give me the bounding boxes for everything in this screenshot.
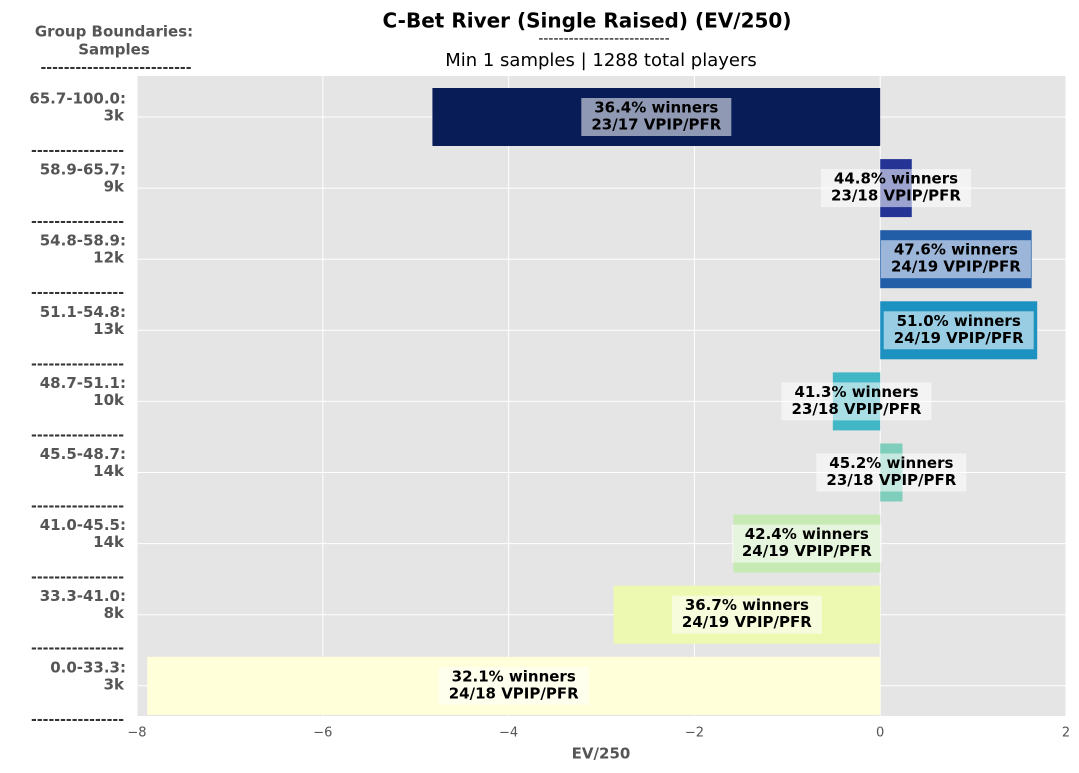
label-box	[438, 666, 589, 705]
y-tick-label: 33.3-41.0:	[40, 587, 126, 605]
x-tick-label: 2	[1062, 726, 1070, 741]
y-tick-label: 3k	[104, 107, 125, 125]
label-box	[820, 169, 971, 208]
data-label: 51.0% winners	[897, 312, 1021, 330]
y-header: Samples	[78, 41, 150, 59]
y-tick-label: 14k	[93, 533, 125, 551]
label-box	[581, 98, 732, 136]
y-tick-label: 10k	[93, 391, 125, 409]
data-label: 42.4% winners	[745, 525, 869, 543]
title-underline: --------------------------	[538, 31, 669, 47]
y-tick-label: 48.7-51.1:	[40, 374, 126, 392]
label-box	[816, 453, 967, 492]
data-label: 24/19 VPIP/PFR	[682, 613, 812, 631]
y-tick-label: 65.7-100.0:	[29, 90, 126, 108]
x-axis-label: EV/250	[572, 745, 631, 763]
data-label: 23/18 VPIP/PFR	[792, 400, 922, 418]
x-tick-label: −8	[127, 726, 146, 741]
label-box	[731, 524, 882, 563]
data-label: 32.1% winners	[452, 667, 576, 685]
data-label: 47.6% winners	[894, 241, 1018, 259]
y-separator: ----------------	[31, 712, 124, 728]
y-separator: ----------------	[31, 499, 124, 515]
label-box	[880, 240, 1031, 279]
label-box	[781, 382, 932, 421]
data-label: 41.3% winners	[794, 383, 918, 401]
label-box	[883, 311, 1034, 350]
y-tick-label: 14k	[93, 462, 125, 480]
x-tick-label: −6	[313, 726, 332, 741]
data-label: 24/19 VPIP/PFR	[742, 542, 872, 560]
y-tick-label: 0.0-33.3:	[50, 658, 126, 676]
y-tick-label: 9k	[104, 178, 125, 196]
y-separator: ----------------	[31, 143, 124, 159]
data-label: 36.4% winners	[594, 99, 718, 117]
y-tick-label: 45.5-48.7:	[40, 445, 126, 463]
data-label: 23/17 VPIP/PFR	[591, 116, 721, 134]
y-separator: ----------------	[31, 427, 124, 443]
data-label: 23/18 VPIP/PFR	[831, 187, 961, 205]
y-tick-label: 58.9-65.7:	[40, 161, 126, 179]
y-tick-label: 12k	[93, 249, 125, 267]
data-label: 24/19 VPIP/PFR	[894, 329, 1024, 347]
y-tick-label: 41.0-45.5:	[40, 516, 126, 534]
x-tick-label: −4	[499, 726, 518, 741]
y-tick-label: 51.1-54.8:	[40, 303, 126, 321]
chart-title: C-Bet River (Single Raised) (EV/250)	[383, 9, 792, 33]
y-separator: ----------------	[31, 570, 124, 586]
data-label: 44.8% winners	[834, 170, 958, 188]
y-separator: ----------------	[31, 214, 124, 230]
y-header-rule: --------------------------	[40, 60, 191, 76]
y-header: Group Boundaries:	[35, 23, 193, 41]
y-separator: ----------------	[31, 285, 124, 301]
data-label: 24/19 VPIP/PFR	[891, 258, 1021, 276]
y-tick-label: 13k	[93, 320, 125, 338]
y-separator: ----------------	[31, 356, 124, 372]
data-label: 23/18 VPIP/PFR	[826, 471, 956, 489]
data-label: 45.2% winners	[829, 454, 953, 472]
y-tick-label: 3k	[104, 675, 125, 693]
y-separator: ----------------	[31, 641, 124, 657]
y-tick-label: 54.8-58.9:	[40, 232, 126, 250]
y-tick-label: 8k	[104, 604, 125, 622]
data-label: 36.7% winners	[685, 596, 809, 614]
x-tick-label: 0	[876, 726, 884, 741]
data-label: 24/18 VPIP/PFR	[449, 684, 579, 702]
chart-subtitle: Min 1 samples | 1288 total players	[445, 50, 757, 71]
label-box	[671, 595, 822, 634]
x-tick-label: −2	[685, 726, 704, 741]
